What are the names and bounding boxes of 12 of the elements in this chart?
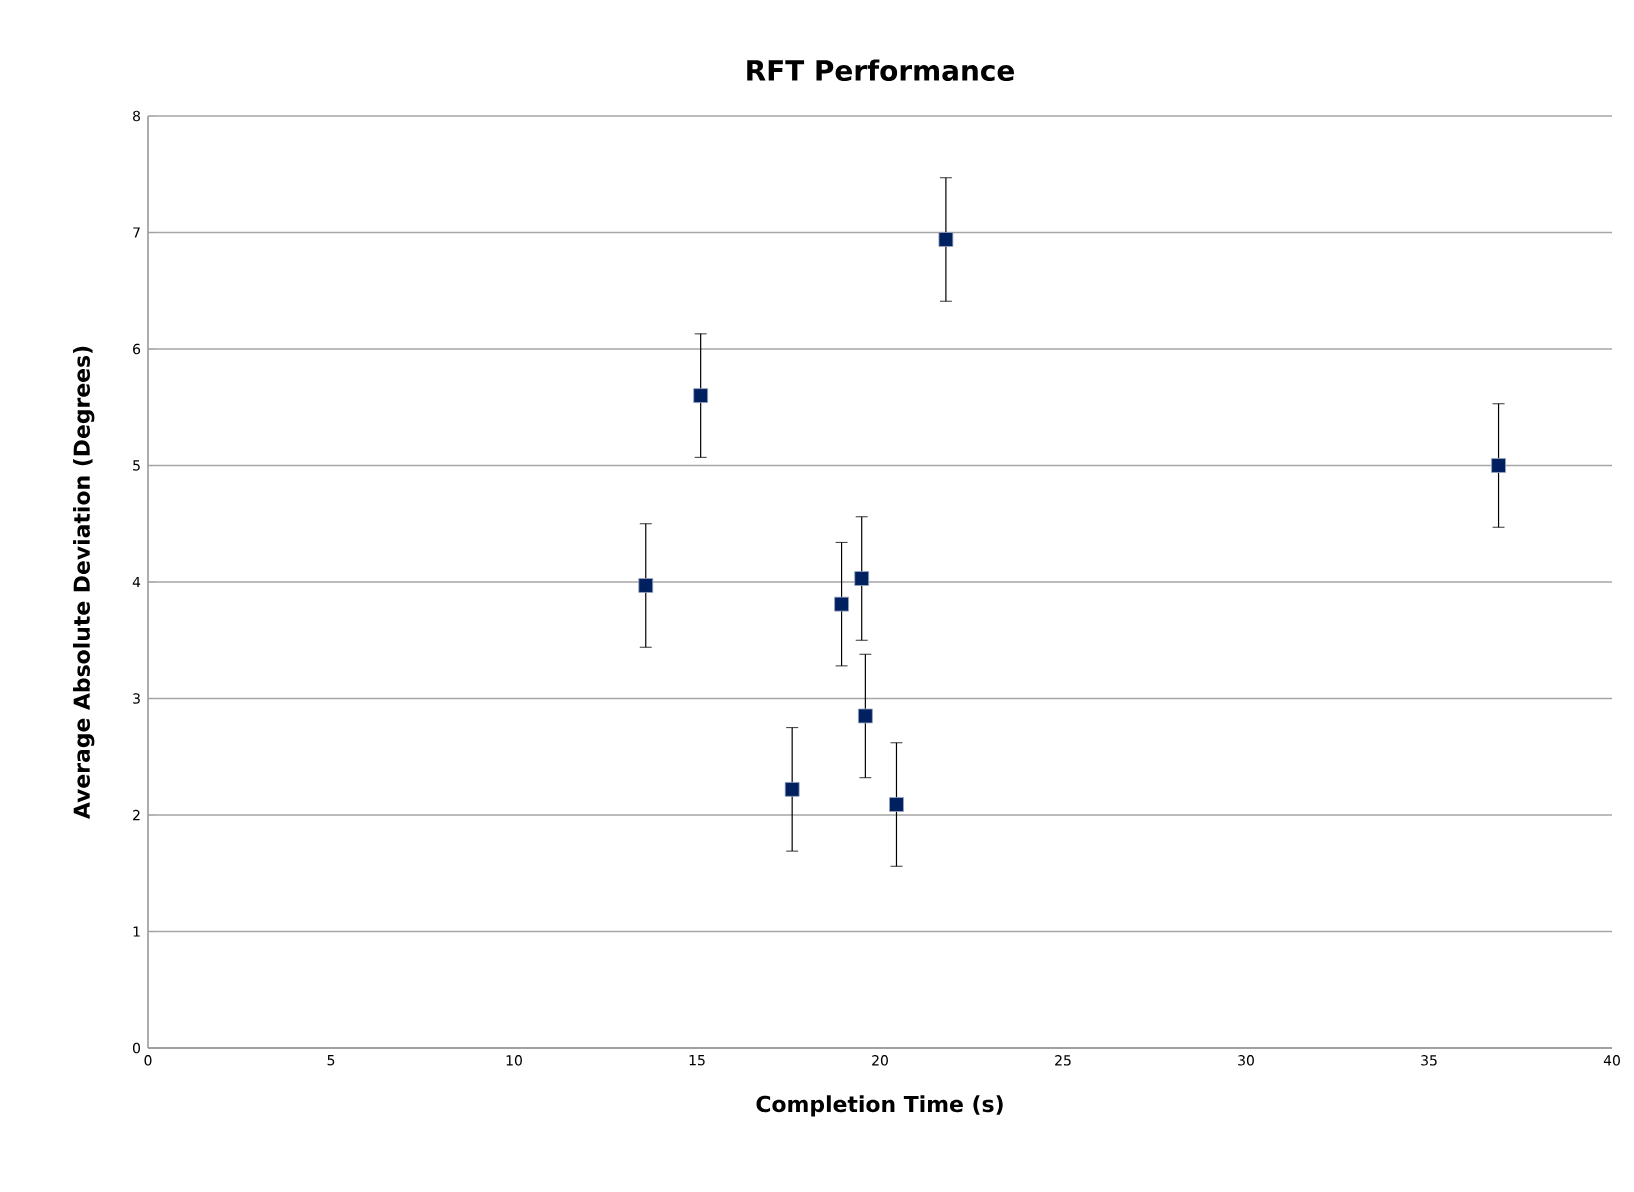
point [889,797,904,812]
point [834,596,849,612]
y-axis-title: Average Absolute Deviation (Degrees) [73,346,95,820]
x-axis-title: Completion Time (s) [756,1095,1003,1117]
chart-title: RFT Performance [747,59,1014,82]
point [854,571,870,586]
point [693,388,709,403]
point [784,782,800,797]
point [857,708,873,724]
point [1491,458,1506,473]
point [938,232,954,247]
point [638,578,654,593]
